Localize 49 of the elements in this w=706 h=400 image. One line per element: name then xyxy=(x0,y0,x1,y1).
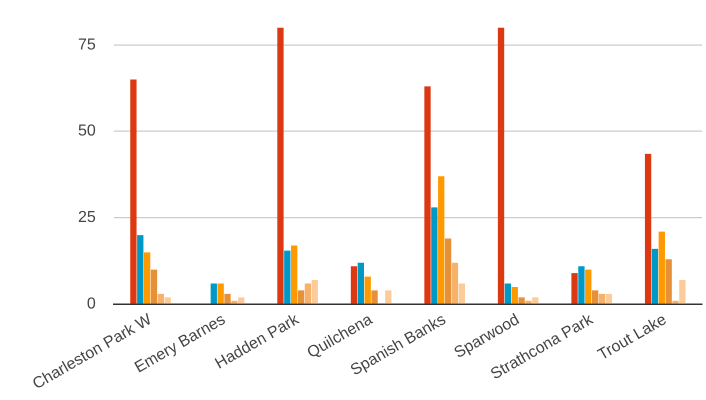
bar xyxy=(679,280,686,304)
bar xyxy=(371,290,378,304)
bar xyxy=(592,290,598,304)
bar xyxy=(498,28,504,304)
bar xyxy=(598,294,606,304)
bar xyxy=(158,294,164,304)
bar xyxy=(666,259,672,304)
bar xyxy=(130,79,137,304)
bar xyxy=(358,262,364,304)
bar xyxy=(312,280,318,304)
bar xyxy=(217,283,224,304)
bar xyxy=(452,262,458,304)
bar xyxy=(150,270,158,304)
bar xyxy=(644,154,652,304)
bar xyxy=(304,283,312,304)
bar xyxy=(438,176,444,304)
bar xyxy=(284,250,290,304)
y-tick-label: 75 xyxy=(78,36,96,54)
bar xyxy=(238,297,244,304)
x-tick-label: Trout Lake xyxy=(595,311,670,364)
bar xyxy=(231,300,238,304)
bar xyxy=(518,297,525,304)
bar xyxy=(424,86,431,304)
bar xyxy=(571,273,578,304)
bar xyxy=(298,290,304,304)
bar xyxy=(532,297,538,304)
bar xyxy=(277,28,284,304)
bar xyxy=(364,276,371,304)
y-tick-label: 25 xyxy=(78,209,96,226)
bar xyxy=(291,245,298,304)
bar xyxy=(164,297,171,304)
bar xyxy=(652,248,658,304)
bar xyxy=(504,283,512,304)
bar xyxy=(578,266,585,304)
bar xyxy=(431,207,438,304)
bar xyxy=(385,290,392,304)
y-tick-label: 0 xyxy=(86,296,96,313)
bar xyxy=(458,283,465,304)
bar xyxy=(137,235,144,304)
bar xyxy=(606,294,612,304)
bar xyxy=(224,294,231,304)
bar xyxy=(210,283,217,304)
bar xyxy=(350,266,358,304)
bar xyxy=(444,238,452,304)
bar xyxy=(144,252,150,304)
bar xyxy=(585,270,592,304)
y-tick-label: 50 xyxy=(78,122,96,140)
bar xyxy=(658,232,665,304)
bar xyxy=(512,286,518,304)
